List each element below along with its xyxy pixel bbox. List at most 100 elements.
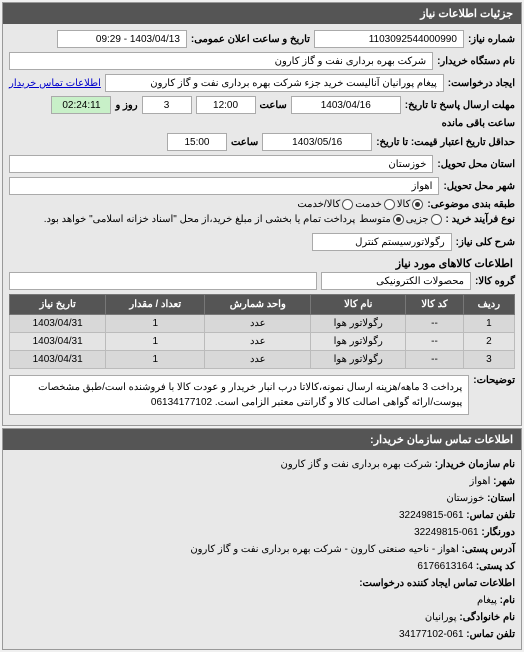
category-radios: کالا خدمت کالا/خدمت bbox=[297, 199, 423, 210]
table-cell: 1 bbox=[106, 333, 205, 351]
panel-body: شماره نیاز: 1103092544000990 تاریخ و ساع… bbox=[3, 24, 521, 425]
announce-value: 1403/04/13 - 09:29 bbox=[57, 30, 187, 48]
radio-goods[interactable]: کالا bbox=[397, 199, 424, 210]
deadline-time: 12:00 bbox=[196, 96, 256, 114]
row-category: طبقه بندی موضوعی: کالا خدمت کالا/خدمت bbox=[9, 199, 515, 210]
radio-both[interactable]: کالا/خدمت bbox=[297, 199, 353, 210]
contact-link[interactable]: اطلاعات تماس خریدار bbox=[9, 78, 101, 89]
category-label: طبقه بندی موضوعی: bbox=[427, 199, 515, 210]
province-value: خوزستان bbox=[9, 155, 433, 173]
table-cell: 1 bbox=[106, 315, 205, 333]
need-title-value: رگولاتورسیستم کنترل bbox=[312, 233, 452, 251]
table-cell: 3 bbox=[463, 351, 514, 369]
col-qty: تعداد / مقدار bbox=[106, 295, 205, 315]
group-extra bbox=[9, 272, 317, 290]
table-cell: 1 bbox=[463, 315, 514, 333]
requester-label: ایجاد درخواست: bbox=[448, 78, 515, 89]
row-price-valid: حداقل تاریخ اعتبار قیمت: تا تاریخ: 1403/… bbox=[9, 133, 515, 151]
row-buyer-org: نام دستگاه خریدار: شرکت بهره برداری نفت … bbox=[9, 52, 515, 70]
need-title-label: شرح کلی نیاز: bbox=[456, 237, 515, 248]
col-code: کد کالا bbox=[406, 295, 464, 315]
row-requester: ایجاد درخواست: پیغام پورانیان آنالیست خر… bbox=[9, 74, 515, 92]
contact-address: آدرس پستی: اهواز - ناحیه صنعتی کارون - ش… bbox=[9, 541, 515, 558]
panel-header: جزئیات اطلاعات نیاز bbox=[3, 3, 521, 24]
row-deadline: مهلت ارسال پاسخ تا تاریخ: 1403/04/16 ساع… bbox=[9, 96, 515, 129]
contact-phone: تلفن تماس: 061-32249815 bbox=[9, 507, 515, 524]
group-value: محصولات الکترونیکی bbox=[321, 272, 471, 290]
contact-fax: دورنگار: 061-32249815 bbox=[9, 524, 515, 541]
table-row: 2--رگولاتور هواعدد11403/04/31 bbox=[10, 333, 515, 351]
remain-label: ساعت باقی مانده bbox=[442, 118, 515, 129]
process-label: نوع فرآیند خرید : bbox=[446, 214, 515, 225]
table-row: 1--رگولاتور هواعدد11403/04/31 bbox=[10, 315, 515, 333]
items-section-title: اطلاعات کالاهای مورد نیاز bbox=[11, 257, 513, 270]
table-header-row: ردیف کد کالا نام کالا واحد شمارش تعداد /… bbox=[10, 295, 515, 315]
contact-req-creator: اطلاعات تماس ایجاد کننده درخواست: bbox=[9, 575, 515, 592]
row-need-title: شرح کلی نیاز: رگولاتورسیستم کنترل bbox=[9, 233, 515, 251]
col-date: تاریخ نیاز bbox=[10, 295, 106, 315]
deadline-date: 1403/04/16 bbox=[291, 96, 401, 114]
desc-text: پرداخت 3 ماهه/هزینه ارسال نمونه،کالاتا د… bbox=[9, 375, 469, 415]
contact-city: شهر: اهواز bbox=[9, 473, 515, 490]
table-cell: عدد bbox=[205, 315, 311, 333]
time-label-2: ساعت bbox=[231, 137, 258, 148]
radio-empty-icon bbox=[384, 199, 395, 210]
requester-value: پیغام پورانیان آنالیست خرید جزء شرکت بهر… bbox=[105, 74, 444, 92]
table-cell: -- bbox=[406, 315, 464, 333]
buyer-org-label: نام دستگاه خریدار: bbox=[437, 56, 515, 67]
row-process: نوع فرآیند خرید : جزیی متوسط پرداخت تمام… bbox=[9, 214, 515, 225]
radio-medium[interactable]: متوسط bbox=[359, 214, 403, 225]
radio-service[interactable]: خدمت bbox=[355, 199, 395, 210]
contact-org: نام سازمان خریدار: شرکت بهره برداری نفت … bbox=[9, 456, 515, 473]
row-group: گروه کالا: محصولات الکترونیکی bbox=[9, 272, 515, 290]
remain-days: 3 bbox=[142, 96, 192, 114]
items-table: ردیف کد کالا نام کالا واحد شمارش تعداد /… bbox=[9, 294, 515, 369]
process-note: پرداخت تمام یا بخشی از مبلغ خرید،از محل … bbox=[44, 214, 356, 225]
main-panel: جزئیات اطلاعات نیاز شماره نیاز: 11030925… bbox=[2, 2, 522, 426]
days-label: روز و bbox=[115, 100, 137, 111]
row-description: توضیحات: پرداخت 3 ماهه/هزینه ارسال نمونه… bbox=[9, 375, 515, 415]
panel-title: جزئیات اطلاعات نیاز bbox=[420, 8, 513, 20]
table-cell: عدد bbox=[205, 333, 311, 351]
radio-dot-icon bbox=[412, 199, 423, 210]
table-cell: 2 bbox=[463, 333, 514, 351]
deadline-label: مهلت ارسال پاسخ تا تاریخ: bbox=[405, 100, 515, 111]
row-province: استان محل تحویل: خوزستان bbox=[9, 155, 515, 173]
city-value: اهواز bbox=[9, 177, 439, 195]
table-cell: رگولاتور هوا bbox=[311, 351, 406, 369]
process-radios: جزیی متوسط bbox=[359, 214, 441, 225]
contact-header: اطلاعات تماس سازمان خریدار: bbox=[3, 429, 521, 450]
radio-empty-icon bbox=[431, 214, 442, 225]
desc-label: توضیحات: bbox=[473, 375, 515, 386]
radio-empty-icon bbox=[342, 199, 353, 210]
contact-title: اطلاعات تماس سازمان خریدار: bbox=[370, 434, 513, 446]
contact-province: استان: خوزستان bbox=[9, 490, 515, 507]
table-cell: 1403/04/31 bbox=[10, 315, 106, 333]
table-cell: 1403/04/31 bbox=[10, 351, 106, 369]
table-cell: رگولاتور هوا bbox=[311, 333, 406, 351]
need-no-label: شماره نیاز: bbox=[468, 34, 515, 45]
contact-panel: اطلاعات تماس سازمان خریدار: نام سازمان خ… bbox=[2, 428, 522, 650]
buyer-org-value: شرکت بهره برداری نفت و گاز کارون bbox=[9, 52, 433, 70]
radio-small[interactable]: جزیی bbox=[406, 214, 442, 225]
need-no-value: 1103092544000990 bbox=[314, 30, 464, 48]
col-unit: واحد شمارش bbox=[205, 295, 311, 315]
table-cell: -- bbox=[406, 351, 464, 369]
col-index: ردیف bbox=[463, 295, 514, 315]
contact-body: نام سازمان خریدار: شرکت بهره برداری نفت … bbox=[3, 450, 521, 649]
announce-label: تاریخ و ساعت اعلان عمومی: bbox=[191, 34, 310, 45]
contact-postal: کد پستی: 6176613164 bbox=[9, 558, 515, 575]
contact-phone2: تلفن تماس: 061-34177102 bbox=[9, 626, 515, 643]
table-cell: 1 bbox=[106, 351, 205, 369]
contact-name: نام: پیغام bbox=[9, 592, 515, 609]
table-row: 3--رگولاتور هواعدد11403/04/31 bbox=[10, 351, 515, 369]
province-label: استان محل تحویل: bbox=[437, 159, 515, 170]
row-city: شهر محل تحویل: اهواز bbox=[9, 177, 515, 195]
city-label: شهر محل تحویل: bbox=[443, 181, 515, 192]
time-label-1: ساعت bbox=[260, 100, 287, 111]
radio-dot-icon bbox=[393, 214, 404, 225]
contact-family: نام خانوادگی: پورانیان bbox=[9, 609, 515, 626]
table-cell: رگولاتور هوا bbox=[311, 315, 406, 333]
price-valid-time: 15:00 bbox=[167, 133, 227, 151]
table-cell: عدد bbox=[205, 351, 311, 369]
